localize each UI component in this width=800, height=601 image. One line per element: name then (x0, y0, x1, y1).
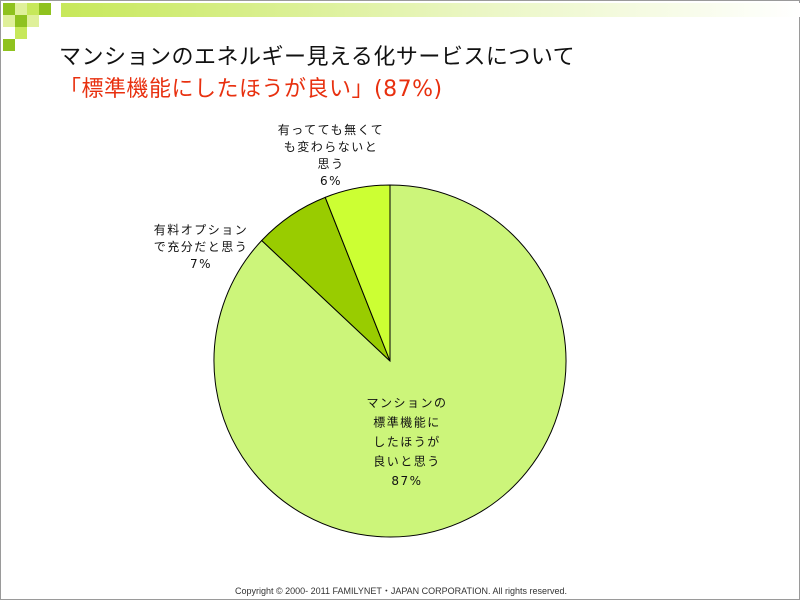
decor-square (3, 15, 15, 27)
decor-square (3, 39, 15, 51)
decor-square (39, 3, 51, 15)
decor-square (15, 15, 27, 27)
slice-label: 有ってても無くても変わらないと思う 6% (278, 122, 384, 188)
copyright-footer: Copyright © 2000- 2011 FAMILYNET・JAPAN C… (234, 586, 568, 596)
decor-square (27, 3, 39, 15)
decor-square (15, 3, 27, 15)
pie-slice (213, 184, 567, 538)
decor-square (15, 27, 27, 39)
slice-label: 有料オプションで充分だと思う 7% (154, 223, 249, 271)
decor-square (3, 3, 15, 15)
decor-band (61, 3, 800, 17)
slide-title: マンションのエネルギー見える化サービスについて (59, 45, 576, 70)
slide-subtitle: 「標準機能にしたほうが良い」(87%) (59, 77, 443, 102)
pie-slice (324, 184, 391, 362)
corner-decoration (3, 3, 800, 51)
slice-label: マンションの標準機能にしたほうが良いと思う 87% (366, 396, 447, 488)
decor-square (27, 15, 39, 27)
